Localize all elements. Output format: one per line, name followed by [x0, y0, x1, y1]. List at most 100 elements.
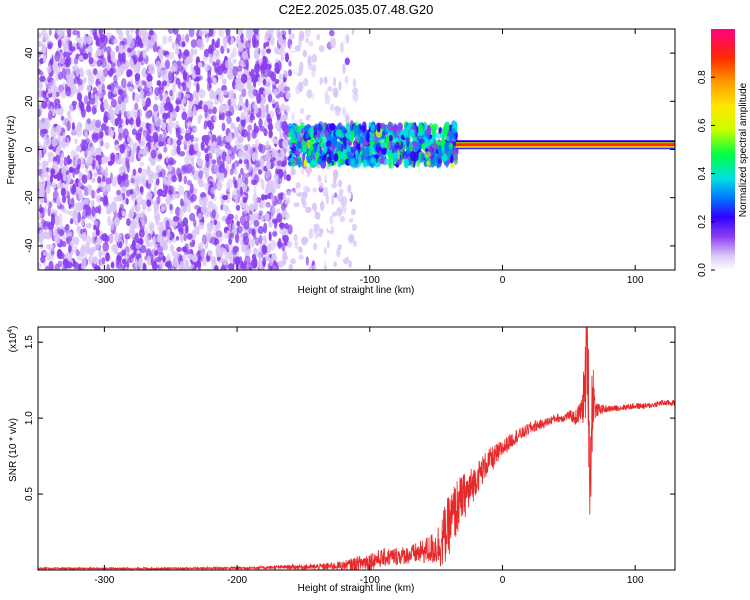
heatmap-cell [38, 108, 41, 118]
heatmap-cell [261, 244, 268, 254]
heatmap-cell [257, 226, 264, 235]
heatmap-cell [285, 197, 291, 205]
heatmap-cell [258, 117, 263, 128]
heatmap-cell [121, 186, 127, 193]
heatmap-cell [249, 266, 253, 270]
heatmap-cell [104, 166, 108, 178]
heatmap-cell [47, 180, 52, 190]
heatmap-cell [180, 260, 185, 266]
heatmap-cell [66, 154, 71, 166]
heatmap-cell [181, 41, 186, 48]
heatmap-cell [274, 78, 280, 85]
heatmap-cell [254, 160, 261, 168]
heatmap-cell [230, 232, 234, 239]
heatmap-cell [100, 140, 104, 147]
heatmap-cell [204, 110, 208, 119]
heatmap-cell [329, 103, 335, 112]
heatmap-cell [262, 55, 267, 63]
heatmap-cell [221, 111, 225, 121]
heatmap-cell [302, 49, 307, 58]
heatmap-cell [49, 173, 54, 184]
heatmap-cell [138, 149, 145, 155]
heatmap-cell [186, 121, 193, 128]
heatmap-cell [97, 176, 102, 184]
heatmap-cell [95, 38, 100, 47]
heatmap-cell [254, 237, 260, 246]
heatmap-cell [166, 174, 173, 180]
heatmap-cell [268, 231, 272, 242]
heatmap-cell [126, 69, 133, 77]
heatmap-cell [148, 29, 154, 36]
heatmap-cell [261, 105, 267, 111]
heatmap-cell [178, 228, 184, 236]
heatmap-cell [305, 206, 312, 213]
heatmap-cell [319, 147, 323, 155]
heatmap-cell [78, 99, 83, 109]
heatmap-cell [432, 141, 437, 151]
heatmap-cell [68, 231, 73, 237]
heatmap-cell [173, 29, 179, 35]
heatmap-cell [387, 122, 394, 132]
heatmap-cell [146, 199, 152, 207]
heatmap-cell [148, 63, 153, 74]
heatmap-cell [103, 156, 110, 163]
heatmap-cell [255, 144, 259, 152]
heatmap-cell [343, 228, 350, 238]
heatmap-cell [87, 171, 90, 181]
heatmap-cell [337, 179, 343, 188]
heatmap-cell [134, 72, 141, 82]
heatmap-cell [178, 209, 183, 217]
heatmap-cell [232, 162, 236, 170]
heatmap-cell [293, 202, 300, 208]
heatmap-cell [207, 249, 213, 257]
heatmap-cell [252, 193, 258, 205]
heatmap-cell [209, 89, 215, 100]
heatmap-cell [39, 84, 43, 90]
heatmap-cell [182, 97, 186, 104]
x-tick-label: -100 [360, 575, 380, 586]
heatmap-cell [125, 198, 129, 205]
heatmap-cell [352, 78, 357, 88]
heatmap-cell [265, 63, 272, 70]
heatmap-cell [356, 143, 361, 150]
heatmap-cell [222, 78, 227, 85]
heatmap-cell [230, 122, 235, 130]
heatmap-cell [100, 151, 104, 159]
heatmap-cell [225, 154, 231, 165]
heatmap-cell [274, 66, 280, 73]
heatmap-cell [329, 123, 336, 131]
heatmap-cell [81, 139, 88, 151]
x-tick-label: -300 [94, 575, 114, 586]
heatmap-cell [116, 29, 120, 35]
heatmap-cell [58, 229, 65, 237]
heatmap-cell [224, 142, 228, 149]
heatmap-cell [187, 109, 191, 118]
heatmap-cell [47, 151, 54, 158]
heatmap-cell [258, 234, 263, 244]
heatmap-cell [184, 93, 191, 99]
heatmap-cell [278, 193, 284, 201]
heatmap-cell [295, 187, 302, 194]
heatmap-cell [102, 185, 109, 196]
heatmap-cell [351, 223, 357, 231]
heatmap-cell [243, 204, 250, 214]
heatmap-cell [331, 136, 338, 146]
heatmap-cell [317, 174, 322, 183]
heatmap-cell [214, 62, 220, 72]
heatmap-cell [100, 167, 105, 174]
heatmap-cell [331, 182, 338, 189]
heatmap-cell [61, 139, 67, 150]
heatmap-cell [155, 216, 160, 226]
heatmap-cell [182, 217, 189, 227]
heatmap-cell [331, 194, 335, 205]
heatmap-cell [251, 152, 256, 162]
heatmap-cell [73, 57, 79, 65]
x-tick-label: -300 [94, 275, 114, 286]
heatmap-cell [38, 32, 42, 39]
heatmap-cell [305, 187, 311, 193]
heatmap-cell [261, 197, 266, 209]
heatmap-cell [103, 114, 109, 124]
heatmap-cell [71, 159, 77, 168]
heatmap-cell [106, 263, 110, 270]
x-tick-label: 0 [500, 275, 506, 286]
